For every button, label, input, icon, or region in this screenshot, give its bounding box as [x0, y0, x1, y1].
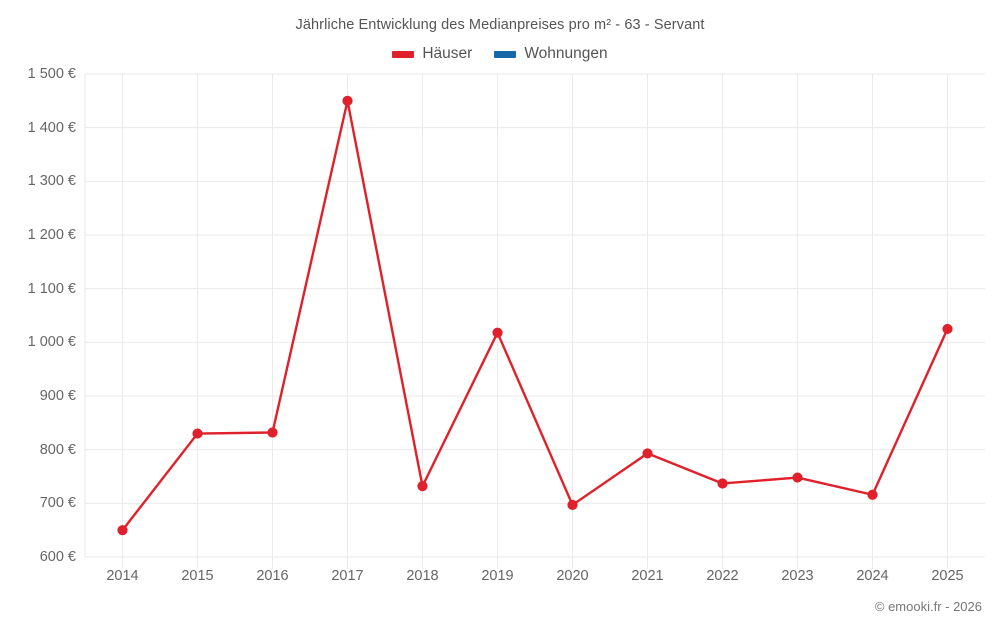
data-point[interactable]	[267, 427, 278, 438]
y-tick-label: 600 €	[39, 549, 76, 565]
chart-title: Jährliche Entwicklung des Medianpreises …	[295, 17, 705, 33]
data-point[interactable]	[642, 448, 653, 459]
data-point[interactable]	[342, 95, 353, 106]
data-point[interactable]	[492, 327, 503, 338]
x-tick-label: 2020	[556, 568, 589, 584]
legend-swatch-icon	[494, 50, 517, 58]
data-point[interactable]	[192, 428, 203, 439]
x-tick-label: 2019	[481, 568, 514, 584]
x-tick-label: 2014	[106, 568, 139, 584]
legend-swatch-icon	[392, 50, 415, 58]
y-tick-label: 1 000 €	[27, 334, 76, 351]
x-tick-label: 2015	[181, 568, 214, 584]
y-tick-label: 900 €	[39, 388, 76, 404]
y-tick-label: 1 100 €	[27, 280, 76, 297]
data-point[interactable]	[717, 478, 728, 489]
y-tick-label: 1 500 €	[27, 66, 76, 82]
series-line	[121, 99, 949, 532]
data-point[interactable]	[867, 489, 878, 500]
y-tick-label: 700 €	[39, 495, 76, 512]
data-point[interactable]	[942, 323, 953, 335]
x-tick-label: 2022	[706, 568, 739, 584]
data-point[interactable]	[567, 499, 578, 511]
y-tick-label: 1 400 €	[27, 119, 76, 136]
data-point[interactable]	[117, 525, 128, 536]
x-tick-label: 2025	[931, 568, 964, 584]
x-tick-label: 2018	[406, 568, 439, 584]
x-tick-label: 2016	[256, 568, 289, 584]
data-point[interactable]	[792, 472, 803, 483]
y-tick-label: 1 200 €	[27, 227, 76, 243]
x-tick-label: 2021	[631, 568, 664, 584]
copyright-credit: © emooki.fr - 2026	[874, 599, 982, 614]
legend-item-häuser[interactable]: Häuser	[392, 45, 472, 63]
y-tick-label: 800 €	[39, 441, 76, 458]
x-tick-label: 2023	[781, 568, 814, 584]
x-tick-label: 2017	[331, 568, 364, 584]
legend-item-wohnungen[interactable]: Wohnungen	[494, 45, 608, 63]
legend-label: Häuser	[422, 45, 473, 62]
chart-legend: Häuser Wohnungen	[0, 45, 1000, 63]
x-tick-label: 2024	[856, 568, 889, 584]
gridlines	[84, 73, 985, 569]
series-häuser	[117, 95, 953, 536]
data-point[interactable]	[417, 481, 428, 492]
y-tick-label: 1 300 €	[27, 173, 76, 190]
legend-label: Wohnungen	[524, 45, 608, 62]
